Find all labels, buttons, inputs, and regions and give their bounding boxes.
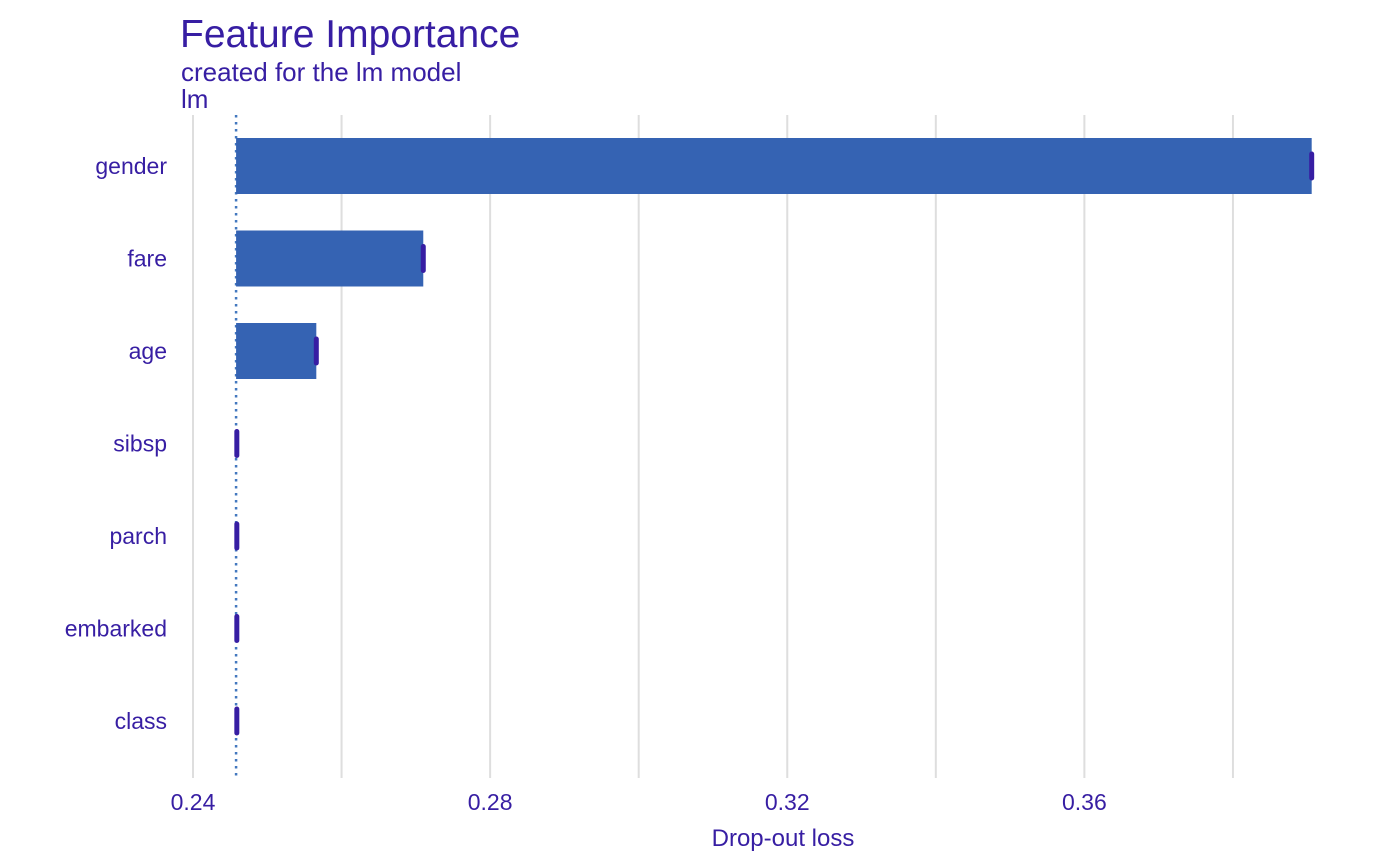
bar-age [236,323,317,379]
x-tick-label: 0.28 [468,789,513,815]
category-label-embarked: embarked [65,616,167,642]
x-axis-ticks: 0.24 0.28 0.32 0.36 [171,789,1107,815]
category-label-sibsp: sibsp [113,431,167,457]
bar-fare [236,230,424,287]
category-label-fare: fare [127,246,167,272]
category-label-parch: parch [109,523,167,549]
category-label-age: age [129,338,167,364]
chart-title: Feature Importance [180,13,521,56]
gridlines [192,115,1234,778]
x-tick-label: 0.24 [171,789,216,815]
category-label-class: class [115,708,167,734]
category-labels: gender fare age sibsp parch embarked class [65,153,168,734]
chart-subtitle: created for the lm model [181,57,462,87]
bar-gender [236,138,1312,194]
x-tick-label: 0.32 [765,789,810,815]
bars [234,138,1315,736]
x-axis-label: Drop-out loss [712,825,855,852]
category-label-gender: gender [95,153,167,179]
x-tick-label: 0.36 [1062,789,1107,815]
facet-label: lm [181,84,209,114]
